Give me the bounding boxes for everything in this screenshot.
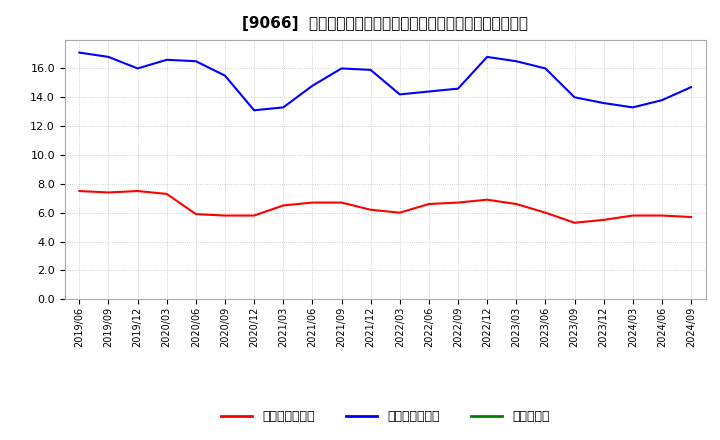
買入債務回転率 bbox=[395, 92, 404, 97]
買入債務回転率 bbox=[570, 95, 579, 100]
売上債権回転率 bbox=[192, 212, 200, 217]
売上債権回転率 bbox=[308, 200, 317, 205]
買入債務回転率 bbox=[163, 57, 171, 62]
売上債権回転率 bbox=[337, 200, 346, 205]
売上債権回転率 bbox=[512, 202, 521, 207]
買入債務回転率 bbox=[308, 83, 317, 88]
売上債権回転率 bbox=[220, 213, 229, 218]
買入債務回転率 bbox=[337, 66, 346, 71]
Line: 売上債権回転率: 売上債権回転率 bbox=[79, 191, 691, 223]
買入債務回転率 bbox=[133, 66, 142, 71]
売上債権回転率 bbox=[541, 210, 550, 215]
売上債権回転率 bbox=[395, 210, 404, 215]
売上債権回転率 bbox=[657, 213, 666, 218]
買入債務回転率 bbox=[425, 89, 433, 94]
買入債務回転率 bbox=[629, 105, 637, 110]
買入債務回転率 bbox=[220, 73, 229, 78]
売上債権回転率 bbox=[104, 190, 113, 195]
Line: 買入債務回転率: 買入債務回転率 bbox=[79, 52, 691, 110]
売上債権回転率 bbox=[629, 213, 637, 218]
買入債務回転率 bbox=[483, 54, 492, 59]
Title: [9066]  売上債権回転率、買入債務回転率、在庫回転率の推移: [9066] 売上債権回転率、買入債務回転率、在庫回転率の推移 bbox=[242, 16, 528, 32]
買入債務回転率 bbox=[657, 98, 666, 103]
買入債務回転率 bbox=[687, 84, 696, 90]
売上債権回転率 bbox=[599, 217, 608, 223]
買入債務回転率 bbox=[192, 59, 200, 64]
売上債権回転率 bbox=[570, 220, 579, 225]
買入債務回転率 bbox=[541, 66, 550, 71]
買入債務回転率 bbox=[599, 100, 608, 106]
売上債権回転率 bbox=[250, 213, 258, 218]
売上債権回転率 bbox=[366, 207, 375, 213]
買入債務回転率 bbox=[250, 108, 258, 113]
買入債務回転率 bbox=[454, 86, 462, 91]
売上債権回転率 bbox=[75, 188, 84, 194]
売上債権回転率 bbox=[687, 214, 696, 220]
Legend: 売上債権回転率, 買入債務回転率, 在庫回転率: 売上債権回転率, 買入債務回転率, 在庫回転率 bbox=[216, 405, 554, 428]
買入債務回転率 bbox=[512, 59, 521, 64]
買入債務回転率 bbox=[104, 54, 113, 59]
売上債権回転率 bbox=[133, 188, 142, 194]
買入債務回転率 bbox=[279, 105, 287, 110]
売上債権回転率 bbox=[279, 203, 287, 208]
買入債務回転率 bbox=[366, 67, 375, 73]
売上債権回転率 bbox=[454, 200, 462, 205]
売上債権回転率 bbox=[425, 202, 433, 207]
売上債権回転率 bbox=[483, 197, 492, 202]
買入債務回転率 bbox=[75, 50, 84, 55]
売上債権回転率 bbox=[163, 191, 171, 197]
